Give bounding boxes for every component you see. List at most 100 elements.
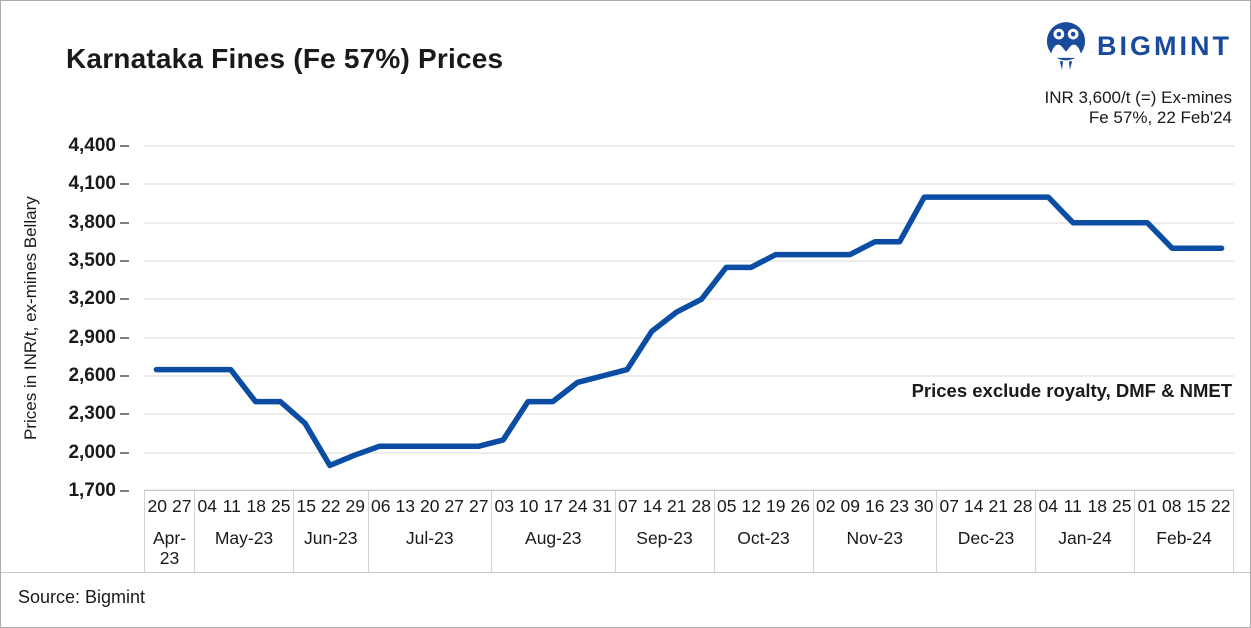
month-label: Dec-23: [957, 528, 1015, 548]
day-label: 11: [222, 496, 241, 516]
day-labels-row: 15 22 29: [294, 491, 368, 522]
day-label: 23: [889, 496, 909, 516]
day-labels-row: 20 27: [145, 491, 194, 522]
month-group: 07 14 21 28 Dec-23: [936, 491, 1035, 573]
brand-name: BIGMINT: [1097, 30, 1232, 61]
gridline: [144, 375, 1234, 377]
y-tick-mark: [120, 451, 129, 454]
y-axis-ticks: [120, 145, 129, 493]
month-group: 02 09 16 23 30 Nov-23: [812, 491, 937, 573]
day-label: 31: [592, 496, 612, 516]
day-labels-row: 07 14 21 28: [616, 491, 714, 522]
y-tick-label: 2,000: [68, 441, 116, 463]
day-label: 13: [395, 496, 415, 516]
month-group: 01 08 15 22 Feb-24: [1134, 491, 1234, 573]
day-label: 18: [246, 496, 266, 516]
month-group: 07 14 21 28 Sep-23: [614, 491, 714, 573]
day-label: 28: [1013, 496, 1033, 516]
day-labels-row: 03 10 17 24 31: [492, 491, 615, 522]
y-tick-label: 2,900: [68, 326, 116, 348]
day-label: 20: [147, 496, 167, 516]
month-label: Oct-23: [737, 528, 790, 548]
day-label: 25: [271, 496, 291, 516]
x-axis-table: 20 27 Apr-23 04 11 18 25 May-23 15 22 29 Jun-23 06 13…: [144, 490, 1234, 573]
gridline: [144, 336, 1234, 339]
day-label: 26: [790, 496, 810, 516]
y-tick-mark: [120, 375, 129, 377]
day-label: 30: [914, 496, 934, 516]
day-label: 04: [1038, 496, 1058, 516]
day-labels-row: 07 14 21 28: [937, 491, 1035, 522]
plot-area: Prices exclude royalty, DMF & NMET: [144, 145, 1234, 491]
month-label: May-23: [214, 528, 274, 548]
day-label: 14: [642, 496, 662, 516]
day-label: 19: [766, 496, 786, 516]
y-tick-mark: [120, 221, 129, 224]
day-label: 03: [494, 496, 514, 516]
month-label: Sep-23: [636, 528, 693, 548]
y-tick-mark: [120, 260, 129, 262]
day-labels-row: 06 13 20 27 27: [369, 491, 492, 522]
y-axis-labels: 4,400 4,100 3,800 3,500 3,200 2,900 2,600 2,300…: [1, 135, 116, 501]
month-group: 03 10 17 24 31 Aug-23: [491, 491, 615, 573]
day-labels-row: 04 11 18 25: [195, 491, 293, 522]
chart-title: Karnataka Fines (Fe 57%) Prices: [66, 43, 504, 74]
month-group: 05 12 19 26 Oct-23: [713, 491, 813, 573]
price-line-chart: [153, 194, 1225, 469]
gridline: [144, 298, 1234, 301]
bottom-divider: [1, 572, 1250, 573]
day-label: 22: [1211, 496, 1231, 516]
day-label: 24: [568, 496, 588, 516]
month-group: 20 27 Apr-23: [144, 491, 194, 573]
month-group: 15 22 29 Jun-23: [293, 491, 368, 573]
y-tick-label: 1,700: [68, 480, 116, 501]
day-label: 14: [964, 496, 984, 516]
day-label: 01: [1137, 496, 1157, 516]
day-label: 07: [618, 496, 638, 516]
gridline: [144, 451, 1234, 454]
month-label: Feb-24: [1156, 528, 1212, 548]
price-callout-line1: INR 3,600/t (=) Ex-mines: [1044, 88, 1232, 107]
day-label: 08: [1162, 496, 1182, 516]
y-tick-label: 3,800: [68, 211, 116, 233]
day-label: 02: [816, 496, 836, 516]
day-label: 27: [469, 496, 489, 516]
y-tick-label: 4,100: [68, 173, 116, 195]
price-callout: INR 3,600/t (=) Ex-mines Fe 57%, 22 Feb'…: [1044, 88, 1232, 128]
day-label: 27: [172, 496, 192, 516]
day-label: 15: [1186, 496, 1206, 516]
day-label: 17: [543, 496, 563, 516]
month-label: Apr-23: [152, 528, 187, 568]
gridline: [144, 145, 1234, 147]
y-tick-label: 4,400: [68, 135, 116, 156]
day-label: 04: [197, 496, 217, 516]
y-tick-mark: [120, 298, 129, 301]
month-label: Nov-23: [846, 528, 903, 548]
price-line: [153, 194, 1225, 469]
day-label: 25: [1112, 496, 1132, 516]
day-label: 12: [741, 496, 761, 516]
gridline: [144, 413, 1234, 416]
day-label: 22: [321, 496, 341, 516]
y-tick-label: 2,600: [68, 365, 116, 386]
day-label: 15: [296, 496, 316, 516]
day-label: 29: [345, 496, 365, 516]
month-label: Jun-23: [303, 528, 358, 548]
day-label: 21: [988, 496, 1008, 516]
day-label: 09: [840, 496, 860, 516]
people-icon: [1045, 21, 1087, 71]
month-group: 04 11 18 25 Jan-24: [1035, 491, 1134, 573]
source-note: Source: Bigmint: [18, 587, 146, 607]
y-tick-mark: [120, 413, 129, 416]
bigmint-logo: BIGMINT: [1045, 21, 1232, 71]
gridline: [144, 183, 1234, 186]
day-label: 10: [519, 496, 539, 516]
price-callout-line2: Fe 57%, 22 Feb'24: [1088, 108, 1232, 127]
day-labels-row: 02 09 16 23 30: [814, 491, 937, 522]
day-label: 18: [1087, 496, 1107, 516]
day-label: 06: [371, 496, 391, 516]
month-group: 04 11 18 25 May-23: [194, 491, 293, 573]
day-label: 27: [444, 496, 464, 516]
y-tick-mark: [120, 336, 129, 339]
